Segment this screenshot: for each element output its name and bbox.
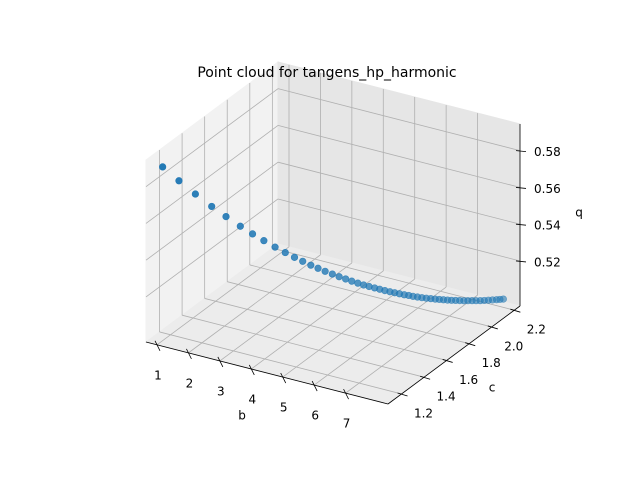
y-tick-label: 1.8 xyxy=(482,356,501,370)
x-tick xyxy=(186,348,192,360)
x-tick xyxy=(154,340,161,351)
point xyxy=(328,270,336,278)
grid-line xyxy=(188,254,321,354)
z-tick-label: 0.56 xyxy=(534,182,561,196)
grid-line xyxy=(249,264,492,328)
grid-line xyxy=(204,298,447,361)
grid-line xyxy=(159,331,402,395)
x-tick-label: 2 xyxy=(186,376,194,390)
x-tick-label: 7 xyxy=(343,417,351,431)
point xyxy=(342,275,350,283)
point xyxy=(290,253,299,261)
grid-line xyxy=(182,314,425,378)
z-tick xyxy=(515,260,527,263)
x-tick-label: 3 xyxy=(217,384,225,398)
x-axis-line xyxy=(145,341,389,405)
z-tick-label: 0.54 xyxy=(534,219,561,233)
points xyxy=(159,163,507,305)
grid-line xyxy=(145,88,279,187)
grid-line xyxy=(219,262,353,362)
x-tick-label: 1 xyxy=(154,368,162,382)
grid-line xyxy=(156,246,290,346)
chart-title: Point cloud for tangens_hp_harmonic xyxy=(197,65,456,81)
point xyxy=(159,163,167,171)
x-tick-label: 6 xyxy=(311,409,319,423)
x-tick-label: 5 xyxy=(280,401,288,415)
y-tick-label: 2.0 xyxy=(504,339,523,353)
point xyxy=(208,202,216,211)
point xyxy=(281,248,289,257)
grid-line xyxy=(145,125,279,224)
y-tick-label: 1.2 xyxy=(414,406,433,420)
grid-line xyxy=(277,198,521,262)
y-tick xyxy=(510,308,521,313)
z-axis-label: q xyxy=(575,206,583,220)
y-tick xyxy=(442,359,453,363)
point xyxy=(314,264,322,272)
point xyxy=(236,222,244,230)
z-tick xyxy=(515,187,527,189)
z-tick xyxy=(515,223,527,226)
grid-line xyxy=(313,286,447,386)
grid xyxy=(145,64,521,395)
x-tick xyxy=(311,380,318,392)
x-tick xyxy=(248,364,255,376)
x-tick xyxy=(217,356,224,368)
panes xyxy=(144,61,522,405)
point xyxy=(321,267,329,275)
x-tick-label: 4 xyxy=(248,392,256,406)
grid-line xyxy=(145,198,279,298)
point xyxy=(222,213,230,221)
y-tick xyxy=(419,375,431,380)
y-axis-line xyxy=(387,305,521,405)
grid-line xyxy=(277,125,521,188)
point xyxy=(307,261,315,269)
grid-line xyxy=(145,161,279,261)
x-axis-label: b xyxy=(238,409,246,423)
point xyxy=(271,243,279,251)
point xyxy=(348,277,356,285)
y-tick-label: 2.2 xyxy=(527,323,546,337)
x-tick xyxy=(280,372,287,384)
z-tick-label: 0.58 xyxy=(534,145,561,159)
z-tick xyxy=(515,150,527,153)
y-tick xyxy=(397,392,408,397)
point xyxy=(260,237,268,245)
y-tick-label: 1.4 xyxy=(437,390,456,404)
grid-line xyxy=(345,294,478,394)
grid-line xyxy=(277,88,521,152)
z-tick-label: 0.52 xyxy=(534,255,561,269)
point xyxy=(354,279,362,287)
point xyxy=(248,230,257,238)
y-axis-label: c xyxy=(489,381,496,395)
y-tick xyxy=(465,342,476,347)
grid-line xyxy=(227,281,470,345)
point xyxy=(299,257,307,265)
grid-line xyxy=(277,161,521,225)
y-tick xyxy=(487,325,498,330)
point xyxy=(175,177,183,185)
axes: 1 2 3 4 5 6 7 1.2 1.41.6 1.82.0 2.2 0.52 0.54 0.56 0.5… xyxy=(145,124,561,431)
point xyxy=(191,190,199,198)
point xyxy=(335,273,343,281)
x-tick xyxy=(343,388,349,400)
y-tick-label: 1.6 xyxy=(459,373,478,387)
